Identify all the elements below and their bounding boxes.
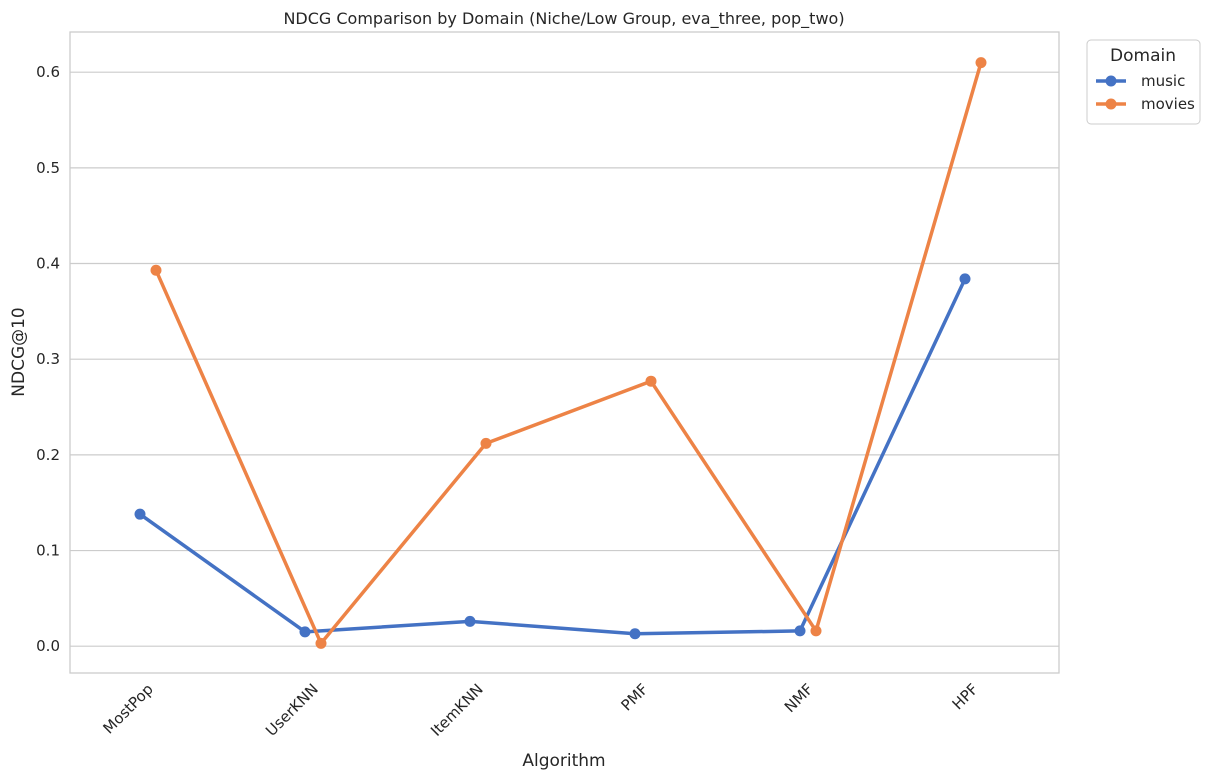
data-point [480,437,492,449]
series-line [138,278,967,636]
grid-lines [70,71,1059,647]
y-tick-label: 0.0 [36,637,60,655]
data-point [645,375,657,387]
y-tick-label: 0.2 [36,446,60,464]
data-point [794,625,806,637]
x-tick-label: HPF [949,680,982,713]
y-tick-label: 0.3 [36,350,60,368]
x-tick-label: ItemKNN [427,680,487,740]
series-music [134,273,971,640]
y-tick-label: 0.4 [36,255,60,273]
series-movies [150,57,987,649]
x-tick-label: MostPop [100,680,157,737]
data-point [315,637,327,649]
legend-label: movies [1141,95,1195,113]
y-tick-label: 0.5 [36,159,60,177]
data-point [464,615,476,627]
y-tick-label: 0.6 [36,63,60,81]
data-point [299,626,311,638]
chart-title: NDCG Comparison by Domain (Niche/Low Gro… [283,9,844,29]
y-axis-label: NDCG@10 [9,307,29,396]
data-point [975,57,987,69]
data-point [959,273,971,285]
data-point [150,264,162,276]
y-axis-ticks: 0.0 0.1 0.2 0.3 0.4 0.5 0.6 [36,63,60,655]
x-tick-label: NMF [781,680,817,716]
data-point [810,625,822,637]
x-tick-label: PMF [617,680,651,714]
legend: Domain music movies [1086,39,1201,125]
data-point [629,628,641,640]
series-layer [134,57,987,649]
series-line [154,62,983,646]
data-point [134,508,146,520]
plot-area [69,31,1060,674]
x-tick-label: UserKNN [262,680,322,740]
y-tick-label: 0.1 [36,542,60,560]
legend-label: music [1141,72,1185,90]
legend-title: Domain [1110,46,1176,66]
x-axis-label: Algorithm [522,751,605,771]
x-axis-ticks: MostPop UserKNN ItemKNN PMF NMF HPF [100,680,982,740]
legend-marker [1105,98,1117,110]
legend-marker [1105,75,1117,87]
